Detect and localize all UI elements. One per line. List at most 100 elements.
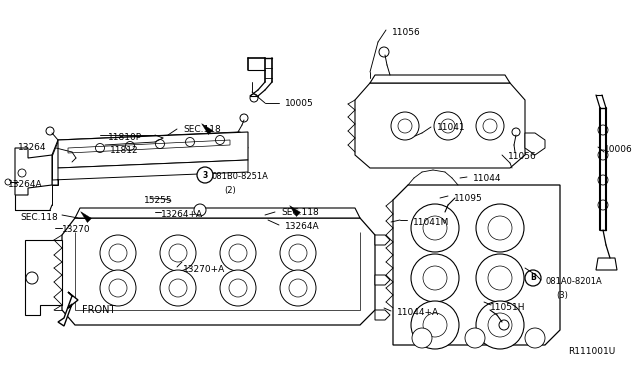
Circle shape — [398, 119, 412, 133]
Text: 13264+A: 13264+A — [161, 210, 203, 219]
Polygon shape — [58, 292, 78, 326]
Circle shape — [109, 244, 127, 262]
Circle shape — [476, 301, 524, 349]
Polygon shape — [370, 75, 510, 83]
Text: 11051H: 11051H — [490, 303, 525, 312]
Text: 3: 3 — [202, 170, 207, 180]
Text: 13264A: 13264A — [8, 180, 43, 189]
Polygon shape — [15, 148, 52, 195]
Circle shape — [423, 313, 447, 337]
Text: SEC.118: SEC.118 — [20, 213, 58, 222]
Text: 11812: 11812 — [110, 146, 139, 155]
Polygon shape — [375, 235, 390, 245]
Text: 10005: 10005 — [285, 99, 314, 108]
Polygon shape — [375, 275, 390, 285]
Circle shape — [95, 144, 104, 153]
Text: R111001U: R111001U — [568, 347, 615, 356]
Circle shape — [18, 169, 26, 177]
Polygon shape — [52, 160, 248, 185]
Polygon shape — [25, 240, 62, 315]
Circle shape — [465, 328, 485, 348]
Circle shape — [186, 138, 195, 147]
Circle shape — [488, 266, 512, 290]
Text: 11044+A: 11044+A — [397, 308, 439, 317]
Circle shape — [488, 216, 512, 240]
Polygon shape — [52, 140, 58, 185]
Circle shape — [598, 125, 608, 135]
Circle shape — [280, 235, 316, 271]
Circle shape — [411, 204, 459, 252]
Text: 11810P: 11810P — [108, 133, 142, 142]
Circle shape — [441, 119, 455, 133]
Text: 15255: 15255 — [144, 196, 173, 205]
Circle shape — [411, 301, 459, 349]
Circle shape — [240, 114, 248, 122]
Circle shape — [220, 270, 256, 306]
Circle shape — [169, 244, 187, 262]
Circle shape — [476, 204, 524, 252]
Circle shape — [434, 112, 462, 140]
Circle shape — [483, 119, 497, 133]
Circle shape — [499, 320, 509, 330]
Text: (3): (3) — [556, 291, 568, 300]
Text: 10006: 10006 — [604, 145, 633, 154]
Text: 11041M: 11041M — [413, 218, 449, 227]
Circle shape — [194, 204, 206, 216]
Circle shape — [525, 328, 545, 348]
Circle shape — [598, 150, 608, 160]
Circle shape — [525, 270, 541, 286]
Circle shape — [476, 112, 504, 140]
Circle shape — [439, 210, 447, 218]
Circle shape — [379, 47, 389, 57]
Text: SEC.118: SEC.118 — [281, 208, 319, 217]
Polygon shape — [596, 258, 617, 270]
Text: 11056: 11056 — [392, 28, 420, 37]
Polygon shape — [375, 310, 390, 320]
Circle shape — [598, 175, 608, 185]
Circle shape — [411, 254, 459, 302]
Polygon shape — [62, 218, 375, 325]
Text: 13264A: 13264A — [285, 222, 319, 231]
Text: 11056: 11056 — [508, 152, 537, 161]
Text: 081A0-8201A: 081A0-8201A — [546, 277, 603, 286]
Circle shape — [109, 279, 127, 297]
Circle shape — [423, 266, 447, 290]
Circle shape — [100, 235, 136, 271]
Circle shape — [476, 254, 524, 302]
Polygon shape — [355, 83, 525, 168]
Circle shape — [488, 313, 512, 337]
Text: FRONT: FRONT — [82, 305, 115, 315]
Polygon shape — [202, 124, 212, 135]
Circle shape — [197, 167, 213, 183]
Text: 13270: 13270 — [62, 225, 91, 234]
Circle shape — [289, 244, 307, 262]
Circle shape — [160, 270, 196, 306]
Circle shape — [598, 200, 608, 210]
Circle shape — [125, 141, 134, 151]
Polygon shape — [393, 185, 560, 345]
Circle shape — [412, 328, 432, 348]
Circle shape — [512, 128, 520, 136]
Circle shape — [423, 216, 447, 240]
Circle shape — [280, 270, 316, 306]
Text: 11041: 11041 — [437, 123, 466, 132]
Polygon shape — [52, 132, 248, 155]
Text: 13264: 13264 — [18, 143, 47, 152]
Polygon shape — [525, 133, 545, 155]
Circle shape — [216, 135, 225, 144]
Circle shape — [229, 279, 247, 297]
Circle shape — [46, 127, 54, 135]
Circle shape — [391, 112, 419, 140]
Text: 11095: 11095 — [454, 194, 483, 203]
Circle shape — [26, 272, 38, 284]
Circle shape — [5, 179, 11, 185]
Text: 081B0-8251A: 081B0-8251A — [212, 172, 269, 181]
Text: B: B — [530, 273, 536, 282]
Circle shape — [160, 235, 196, 271]
Polygon shape — [58, 132, 248, 168]
Text: SEC.118: SEC.118 — [183, 125, 221, 134]
Text: 11044: 11044 — [473, 174, 502, 183]
Circle shape — [100, 270, 136, 306]
Circle shape — [229, 244, 247, 262]
Circle shape — [156, 140, 164, 148]
